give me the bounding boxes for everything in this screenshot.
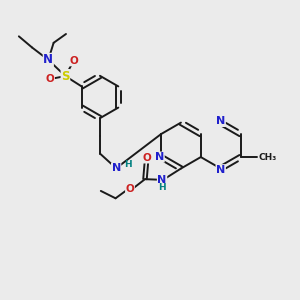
Text: N: N: [43, 53, 53, 66]
Text: H: H: [124, 160, 132, 169]
Text: N: N: [155, 152, 164, 162]
Text: CH₃: CH₃: [259, 153, 277, 162]
Text: O: O: [142, 153, 151, 163]
Text: O: O: [46, 74, 55, 84]
Text: O: O: [69, 56, 78, 66]
Text: S: S: [61, 70, 70, 83]
Text: N: N: [216, 165, 225, 175]
Text: O: O: [126, 184, 134, 194]
Text: H: H: [158, 183, 166, 192]
Text: N: N: [216, 116, 225, 126]
Text: N: N: [158, 175, 167, 185]
Text: N: N: [112, 163, 121, 173]
